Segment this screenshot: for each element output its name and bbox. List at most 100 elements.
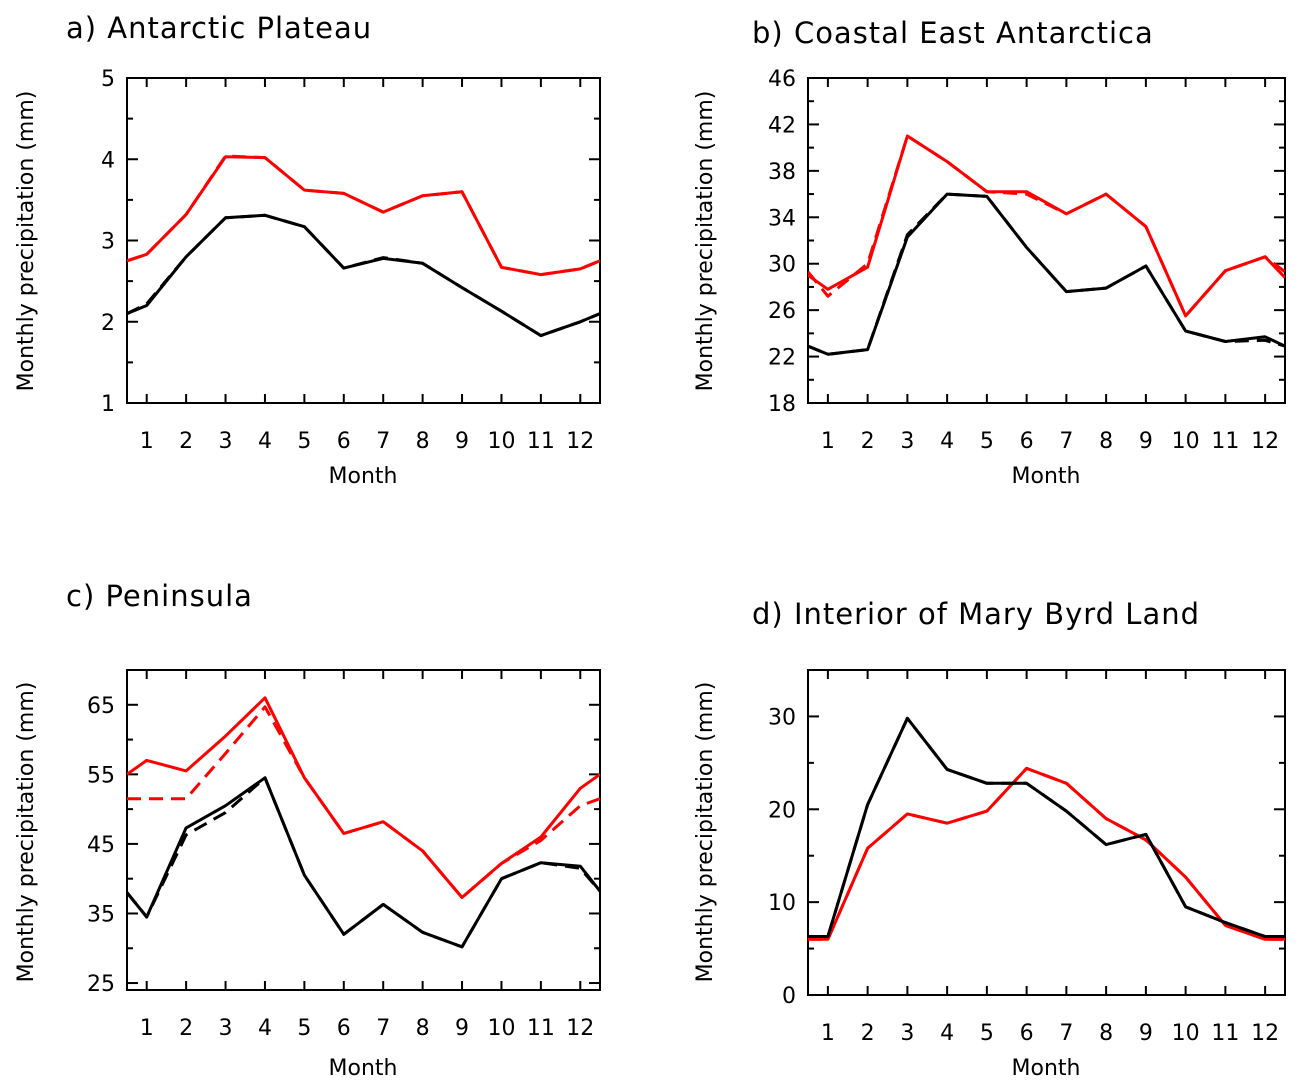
x-tick-label: 4 <box>940 429 954 454</box>
x-tick-label: 11 <box>527 1016 555 1041</box>
y-tick-label: 1 <box>101 392 115 417</box>
panel-title: d) Interior of Mary Byrd Land <box>752 597 1200 631</box>
y-axis-label: Monthly precipitation (mm) <box>693 91 718 392</box>
y-tick-label: 20 <box>768 798 796 823</box>
series-line-red-solid <box>127 155 600 277</box>
panel-title: c) Peninsula <box>66 579 253 613</box>
y-tick-label: 4 <box>101 148 115 173</box>
x-tick-label: 2 <box>861 1021 875 1046</box>
x-tick-label: 3 <box>900 1021 914 1046</box>
x-tick-label: 4 <box>258 429 272 454</box>
plot-frame <box>126 77 601 404</box>
x-tick-label: 5 <box>980 1021 994 1046</box>
series-group <box>127 696 600 949</box>
series-line-red-solid <box>808 766 1285 941</box>
x-tick-label: 12 <box>566 429 594 454</box>
x-tick-label: 8 <box>1099 429 1113 454</box>
x-tick-label: 12 <box>566 1016 594 1041</box>
y-tick-label: 38 <box>768 160 796 185</box>
x-tick-label: 4 <box>258 1016 272 1041</box>
series-line-red-dashed <box>808 134 1285 318</box>
y-tick-label: 42 <box>768 113 796 138</box>
x-tick-label: 6 <box>1020 1021 1034 1046</box>
x-tick-label: 5 <box>297 429 311 454</box>
y-tick-label: 30 <box>768 705 796 730</box>
x-tick-label: 11 <box>527 429 555 454</box>
y-tick-label: 0 <box>782 984 796 1009</box>
series-line-black-solid <box>127 213 600 338</box>
series-group <box>808 134 1285 356</box>
series-line-black-dashed <box>808 192 1285 356</box>
x-tick-label: 8 <box>1099 1021 1113 1046</box>
x-tick-label: 12 <box>1251 1021 1279 1046</box>
y-axis-label: Monthly precipitation (mm) <box>14 91 39 392</box>
panel-interior-of-mary-byrd-land: d) Interior of Mary Byrd Land Monthly pr… <box>693 597 1286 1081</box>
y-tick-label: 55 <box>87 763 115 788</box>
series-group <box>127 154 600 338</box>
series-line-red-dashed <box>127 154 600 277</box>
x-tick-label: 12 <box>1251 429 1279 454</box>
x-tick-label: 3 <box>219 429 233 454</box>
y-tick-label: 46 <box>768 67 796 92</box>
x-tick-label: 9 <box>455 1016 469 1041</box>
x-tick-label: 2 <box>861 429 875 454</box>
y-tick-label: 45 <box>87 833 115 858</box>
plot-frame <box>807 669 1286 996</box>
x-tick-label: 3 <box>900 429 914 454</box>
series-line-red-dashed <box>808 766 1285 941</box>
x-axis-label: Month <box>329 1056 398 1081</box>
y-tick-label: 18 <box>768 392 796 417</box>
x-tick-label: 4 <box>940 1021 954 1046</box>
x-tick-label: 9 <box>1139 429 1153 454</box>
y-tick-label: 22 <box>768 346 796 371</box>
x-tick-label: 11 <box>1211 429 1239 454</box>
panel-coastal-east-antarctica: b) Coastal East Antarctica Monthly preci… <box>693 16 1286 489</box>
x-tick-label: 9 <box>455 429 469 454</box>
x-axis-label: Month <box>1012 464 1081 489</box>
y-tick-label: 26 <box>768 299 796 324</box>
y-tick-label: 34 <box>768 206 796 231</box>
x-tick-label: 6 <box>1020 429 1034 454</box>
series-line-red-dashed <box>127 705 600 899</box>
y-tick-label: 10 <box>768 891 796 916</box>
y-axis-label: Monthly precipitation (mm) <box>14 682 39 983</box>
y-tick-label: 2 <box>101 311 115 336</box>
y-tick-label: 3 <box>101 230 115 255</box>
series-line-red-solid <box>127 696 600 899</box>
panel-title: a) Antarctic Plateau <box>66 11 372 45</box>
x-axis-label: Month <box>329 464 398 489</box>
plot-frame <box>807 77 1286 404</box>
y-axis-label: Monthly precipitation (mm) <box>693 682 718 983</box>
x-tick-label: 11 <box>1211 1021 1239 1046</box>
x-tick-label: 7 <box>376 429 390 454</box>
series-group <box>808 716 1285 941</box>
x-tick-label: 9 <box>1139 1021 1153 1046</box>
x-tick-label: 1 <box>140 1016 154 1041</box>
plot-frame <box>126 669 601 991</box>
x-tick-label: 2 <box>179 1016 193 1041</box>
y-tick-label: 65 <box>87 694 115 719</box>
x-tick-label: 10 <box>487 429 515 454</box>
x-tick-label: 3 <box>219 1016 233 1041</box>
x-tick-label: 2 <box>179 429 193 454</box>
x-tick-label: 6 <box>337 429 351 454</box>
series-line-black-dashed <box>127 213 600 338</box>
panel-peninsula: c) Peninsula Monthly precipitation (mm) … <box>14 579 601 1081</box>
y-tick-label: 25 <box>87 972 115 997</box>
x-tick-label: 1 <box>140 429 154 454</box>
x-tick-label: 7 <box>376 1016 390 1041</box>
y-tick-label: 5 <box>101 67 115 92</box>
y-tick-label: 30 <box>768 253 796 278</box>
x-tick-label: 10 <box>487 1016 515 1041</box>
series-line-black-solid <box>808 192 1285 356</box>
x-tick-label: 8 <box>416 429 430 454</box>
x-tick-label: 7 <box>1059 429 1073 454</box>
series-line-black-dashed <box>808 716 1285 938</box>
x-tick-label: 7 <box>1059 1021 1073 1046</box>
x-tick-label: 6 <box>337 1016 351 1041</box>
